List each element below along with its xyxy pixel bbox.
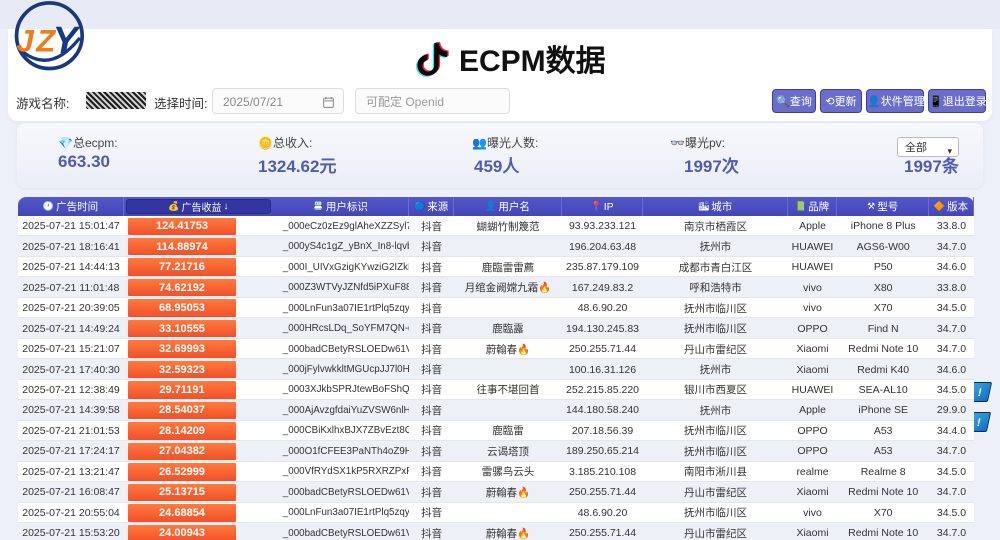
- svg-text:Y: Y: [53, 19, 81, 61]
- svg-text:J: J: [17, 23, 35, 58]
